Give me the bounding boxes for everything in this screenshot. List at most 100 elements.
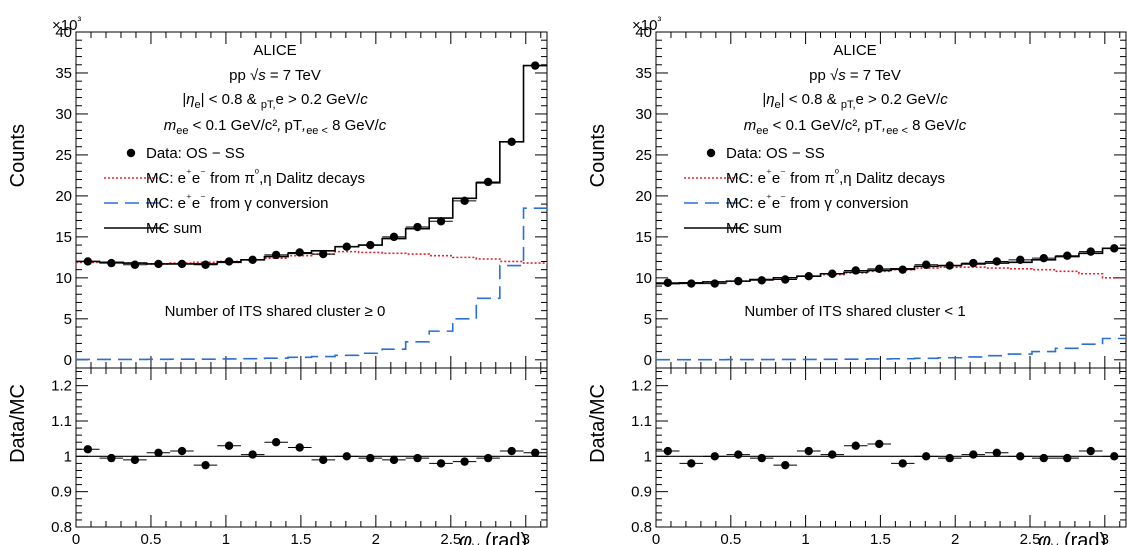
ratio-point — [413, 453, 422, 463]
ratio-point — [248, 450, 257, 459]
y-tick-label: 15 — [55, 229, 72, 246]
legend-label-conversion-part: MC: e — [146, 195, 186, 212]
annotation-pair-cuts-part: m — [164, 117, 177, 134]
data-point — [224, 257, 234, 266]
legend-label-conversion-part: ⁻ — [780, 193, 786, 205]
legend-label-mcsum: MC sum — [726, 220, 782, 237]
legend-label-conversion: MC: e⁺e⁻ from γ conversion — [726, 193, 909, 212]
annotation-pair-cuts-part: ee — [756, 125, 768, 137]
legend-label-data: Data: OS − SS — [146, 145, 245, 162]
x-tick-label: 0.5 — [720, 531, 741, 545]
annotation-pair-cuts-part: , — [277, 117, 281, 134]
legend-marker-data — [126, 148, 136, 158]
annotation-pair-cuts-part: , — [302, 117, 306, 134]
data-point — [875, 264, 884, 274]
legend-label-dalitz-part: ⁻ — [200, 168, 206, 180]
ratio-y-tick-label: 1.2 — [51, 378, 72, 395]
annotation-pair-cuts-part: 8 GeV/ — [328, 117, 380, 134]
x-axis-label: φV (rad) — [459, 530, 527, 545]
y-multiplier-part: ×10 — [52, 17, 77, 34]
x-axis-label-part: V — [1051, 542, 1059, 545]
ratio-point — [851, 441, 860, 450]
legend-label-dalitz-part: ,η Dalitz decays — [259, 170, 365, 187]
data-point — [342, 242, 351, 251]
data-point — [483, 177, 493, 187]
ratio-point — [734, 450, 743, 459]
annotation-cuts-part: η — [186, 91, 194, 108]
annotation-cuts: |ηe| < 0.8 & pT,e > 0.2 GeV/c — [182, 91, 368, 111]
data-point — [271, 250, 281, 260]
data-point — [828, 269, 837, 278]
legend-label-conversion-part: ⁺ — [186, 193, 192, 205]
data-point — [945, 261, 954, 270]
y-tick-label: 10 — [55, 270, 72, 287]
ratio-point — [201, 460, 210, 470]
annotation-energy-part: pp — [229, 67, 250, 84]
legend-label-mcsum: MC sum — [146, 220, 202, 237]
x-axis-label: φV (rad) — [1038, 530, 1106, 545]
data-point — [1016, 255, 1025, 265]
ratio-point — [271, 438, 281, 447]
annotation-energy: pp √s = 7 TeV — [229, 67, 321, 84]
legend-label-conversion: MC: e⁺e⁻ from γ conversion — [146, 193, 329, 212]
ratio-point — [507, 446, 516, 456]
annotation-cuts-part: c — [940, 91, 948, 108]
ratio-point — [687, 459, 696, 468]
legend-label-dalitz-part: MC: e — [726, 170, 766, 187]
data-point — [851, 266, 860, 275]
ratio-point — [130, 455, 140, 465]
y-tick-label: 30 — [635, 106, 652, 123]
y-tick-label: 35 — [635, 65, 652, 82]
ratio-point — [828, 450, 837, 459]
data-point — [734, 276, 743, 286]
data-point — [804, 272, 813, 281]
ratio-plot-frame — [75, 367, 548, 528]
ratio-plot-frame — [655, 367, 1127, 528]
data-point — [663, 278, 673, 287]
x-tick-label: 0 — [652, 531, 660, 545]
annotation-energy-part: pp — [809, 67, 830, 84]
y-multiplier: ×10³ — [52, 15, 81, 34]
ratio-point — [483, 453, 493, 463]
data-point — [1110, 244, 1119, 253]
data-point — [507, 137, 516, 147]
annotation-pair-cuts: mee < 0.1 GeV/c², pT,ee < 8 GeV/c — [744, 115, 967, 137]
y-tick-label: 20 — [635, 188, 652, 205]
data-point — [757, 276, 766, 285]
annotation-energy-part: √ — [830, 67, 839, 84]
ratio-point — [295, 443, 304, 452]
annotation-pair-cuts-part: < 0.1 GeV/c² — [188, 117, 277, 134]
data-point — [83, 257, 93, 266]
legend-label-data: Data: OS − SS — [726, 145, 825, 162]
ratio-point — [992, 448, 1002, 457]
legend-label-dalitz-part: ⁻ — [780, 168, 786, 180]
annotation-pair-cuts-part: c — [959, 117, 967, 134]
data-point — [389, 232, 399, 242]
annotation-cuts-part: | — [182, 91, 186, 108]
annotation-energy-part: = 7 TeV — [846, 67, 901, 84]
y-multiplier: ×10³ — [632, 15, 661, 34]
data-point — [710, 279, 719, 288]
ratio-point — [710, 452, 719, 461]
left-panel: 0 5 10 15 20 25 30 35 40×10³ 0.8 0.9 1 1.1 1.2 0 0.5 1 1.… — [7, 15, 548, 545]
legend-label-dalitz-part: from π — [786, 170, 835, 187]
y-tick-label: 25 — [635, 147, 652, 164]
region-label: Number of ITS shared cluster ≥ 0 — [165, 303, 386, 320]
ratio-point — [945, 453, 954, 463]
data-point — [969, 258, 978, 268]
x-tick-label: 1 — [222, 531, 230, 545]
data-point — [992, 257, 1002, 266]
annotation-cuts-part: c — [360, 91, 368, 108]
data-point — [319, 249, 328, 259]
ratio-y-tick-label: 0.8 — [631, 519, 652, 536]
annotation-pair-cuts-part: m — [744, 117, 757, 134]
ratio-y-axis-label: Data/MC — [7, 384, 29, 463]
ratio-point — [663, 446, 673, 456]
ratio-point — [875, 439, 884, 449]
legend-label-dalitz-part: ⁺ — [186, 168, 192, 180]
annotation-pair-cuts-part: , — [882, 117, 886, 134]
ratio-point — [781, 460, 790, 470]
annotation-energy-part: = 7 TeV — [266, 67, 321, 84]
annotation-pair-cuts-part: c — [379, 117, 387, 134]
x-tick-label: 1.5 — [290, 531, 311, 545]
